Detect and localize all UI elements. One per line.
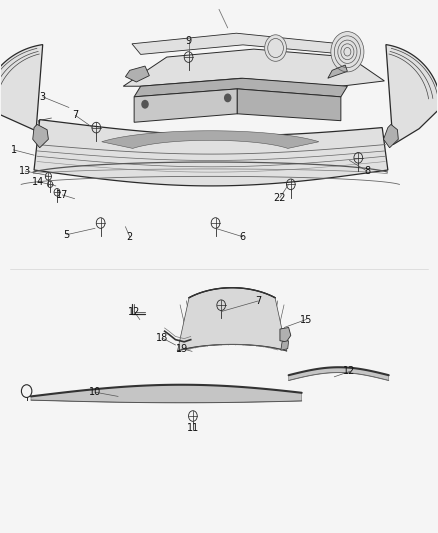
Text: 7: 7 xyxy=(72,110,78,120)
Text: 14: 14 xyxy=(32,176,45,187)
Polygon shape xyxy=(384,124,398,148)
Polygon shape xyxy=(132,33,347,54)
Polygon shape xyxy=(123,49,385,86)
Text: 7: 7 xyxy=(255,296,261,306)
Polygon shape xyxy=(0,45,67,144)
Text: 13: 13 xyxy=(19,166,32,176)
Text: 6: 6 xyxy=(240,232,246,242)
Text: 1: 1 xyxy=(11,145,17,155)
Text: 12: 12 xyxy=(128,306,140,317)
Polygon shape xyxy=(134,78,347,97)
Text: 11: 11 xyxy=(187,423,199,433)
Polygon shape xyxy=(328,65,347,78)
Text: 19: 19 xyxy=(176,344,188,354)
Text: 22: 22 xyxy=(274,192,286,203)
Text: 5: 5 xyxy=(64,230,70,240)
Text: 3: 3 xyxy=(40,92,46,102)
Circle shape xyxy=(331,31,364,72)
Polygon shape xyxy=(31,385,302,403)
Polygon shape xyxy=(33,124,48,148)
Polygon shape xyxy=(125,66,149,82)
Polygon shape xyxy=(281,341,289,350)
Text: 12: 12 xyxy=(343,367,356,376)
Text: 9: 9 xyxy=(185,36,191,46)
Circle shape xyxy=(142,101,148,108)
Polygon shape xyxy=(34,119,388,186)
Polygon shape xyxy=(134,89,237,122)
Polygon shape xyxy=(237,89,341,120)
Polygon shape xyxy=(102,131,319,148)
Text: 10: 10 xyxy=(89,387,101,397)
Circle shape xyxy=(265,35,286,61)
Text: 2: 2 xyxy=(127,232,133,242)
Circle shape xyxy=(225,94,231,102)
Polygon shape xyxy=(280,327,291,342)
Polygon shape xyxy=(289,367,389,381)
Text: 17: 17 xyxy=(56,190,68,200)
Text: 15: 15 xyxy=(300,314,312,325)
Polygon shape xyxy=(177,288,286,351)
Text: 18: 18 xyxy=(156,333,169,343)
Polygon shape xyxy=(386,45,438,144)
Text: 8: 8 xyxy=(364,166,370,176)
